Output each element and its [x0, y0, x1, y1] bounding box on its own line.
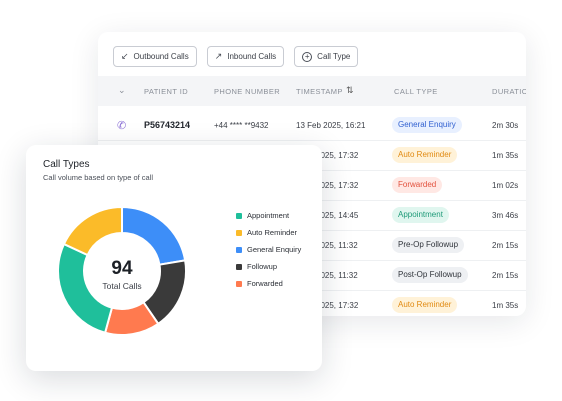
duration-cell: 2m 15s — [492, 241, 519, 250]
call-type-badge: General Enquiry — [392, 117, 462, 133]
inbound-calls-filter-button[interactable]: ↗ Inbound Calls — [206, 46, 285, 67]
col-call-type[interactable]: CALL TYPE — [394, 87, 438, 96]
legend-label: Appointment — [247, 211, 290, 220]
duration-cell: 3m 46s — [492, 211, 519, 220]
duration-cell: 2m 15s — [492, 271, 519, 280]
legend-swatch — [236, 263, 242, 270]
timestamp-cell: 2025, 14:45 — [316, 211, 359, 220]
phone-call-icon: ✆ — [117, 120, 127, 132]
arrow-down-left-icon: ↙ — [121, 51, 129, 61]
legend-swatch — [236, 229, 242, 236]
col-duration[interactable]: DURATIO — [492, 87, 526, 96]
legend-label: Auto Reminder — [247, 228, 298, 237]
legend-swatch — [236, 246, 242, 253]
call-type-badge: Appointment — [392, 207, 449, 223]
duration-cell: 1m 02s — [492, 181, 519, 190]
sort-icon[interactable]: ⇅ — [346, 85, 354, 95]
legend-item[interactable]: Followup — [236, 258, 301, 275]
legend-item[interactable]: Appointment — [236, 207, 301, 224]
col-patient-id[interactable]: PATIENT ID — [144, 87, 189, 96]
legend-swatch — [236, 280, 242, 287]
chart-title: Call Types — [43, 159, 90, 170]
table-row[interactable]: ✆ P56743214 +44 **** **9432 13 Feb 2025,… — [98, 111, 526, 141]
total-calls-value: 94 — [111, 258, 133, 279]
donut-chart — [57, 205, 187, 336]
duration-cell: 1m 35s — [492, 301, 519, 310]
timestamp-cell: 2025, 17:32 — [316, 181, 359, 190]
legend-swatch — [236, 212, 242, 219]
timestamp-cell: 13 Feb 2025, 16:21 — [296, 121, 366, 130]
timestamp-cell: 2025, 17:32 — [316, 301, 359, 310]
call-type-filter-label: Call Type — [317, 52, 351, 61]
col-phone-number[interactable]: PHONE NUMBER — [214, 87, 281, 96]
total-calls-label: Total Calls — [102, 281, 142, 291]
call-type-badge: Auto Reminder — [392, 147, 458, 163]
legend-item[interactable]: Auto Reminder — [236, 224, 301, 241]
duration-cell: 2m 30s — [492, 121, 519, 130]
timestamp-cell: 2025, 17:32 — [316, 151, 359, 160]
outbound-calls-label: Outbound Calls — [133, 52, 189, 61]
chart-subtitle: Call volume based on type of call — [43, 173, 154, 182]
timestamp-cell: 2025, 11:32 — [316, 241, 358, 250]
call-type-filter-button[interactable]: + Call Type — [294, 46, 359, 67]
chevron-down-icon[interactable]: ⌄ — [118, 85, 126, 95]
phone-cell: +44 **** **9432 — [214, 121, 269, 130]
donut-slice-auto-reminder[interactable] — [62, 205, 123, 257]
legend-label: Forwarded — [247, 279, 283, 288]
call-type-badge: Forwarded — [392, 177, 443, 193]
legend-item[interactable]: Forwarded — [236, 275, 301, 292]
outbound-calls-filter-button[interactable]: ↙ Outbound Calls — [113, 46, 197, 67]
call-type-badge: Post-Op Followup — [392, 267, 468, 283]
call-type-badge: Auto Reminder — [392, 297, 458, 313]
legend-label: Followup — [247, 262, 278, 271]
call-type-badge: Pre-Op Followup — [392, 237, 465, 253]
chart-legend: Appointment Auto Reminder General Enquiry F… — [236, 207, 301, 292]
patient-id-cell: P56743214 — [144, 120, 191, 130]
legend-item[interactable]: General Enquiry — [236, 241, 301, 258]
plus-circle-icon: + — [302, 51, 313, 62]
col-timestamp[interactable]: TIMESTAMP — [296, 87, 343, 96]
legend-label: General Enquiry — [247, 245, 302, 254]
filter-bar: ↙ Outbound Calls ↗ Inbound Calls + Call … — [113, 46, 359, 67]
duration-cell: 1m 35s — [492, 151, 519, 160]
call-types-chart-card: Call Types Call volume based on type of … — [26, 145, 322, 371]
table-header: ⌄ PATIENT ID PHONE NUMBER TIMESTAMP ⇅ CA… — [98, 76, 526, 106]
donut-slice-general-enquiry[interactable] — [121, 205, 187, 266]
arrow-up-right-icon: ↗ — [214, 51, 223, 61]
timestamp-cell: 2025, 11:32 — [316, 271, 358, 280]
inbound-calls-label: Inbound Calls — [227, 52, 277, 61]
table-row[interactable]: 2025, 17:32 Auto Reminder 1m 35s — [98, 291, 526, 316]
